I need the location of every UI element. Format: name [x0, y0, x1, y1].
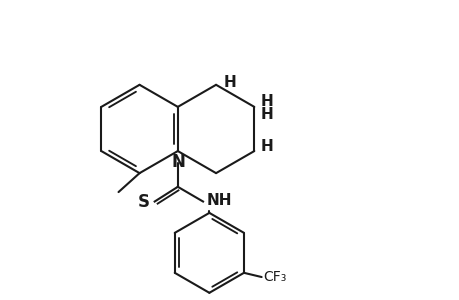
Text: H: H — [260, 107, 273, 122]
Text: H: H — [223, 75, 236, 90]
Text: NH: NH — [206, 193, 231, 208]
Text: S: S — [137, 193, 149, 211]
Text: N: N — [171, 153, 185, 171]
Text: H: H — [260, 94, 273, 109]
Text: H: H — [260, 139, 273, 154]
Text: CF₃: CF₃ — [263, 270, 286, 284]
